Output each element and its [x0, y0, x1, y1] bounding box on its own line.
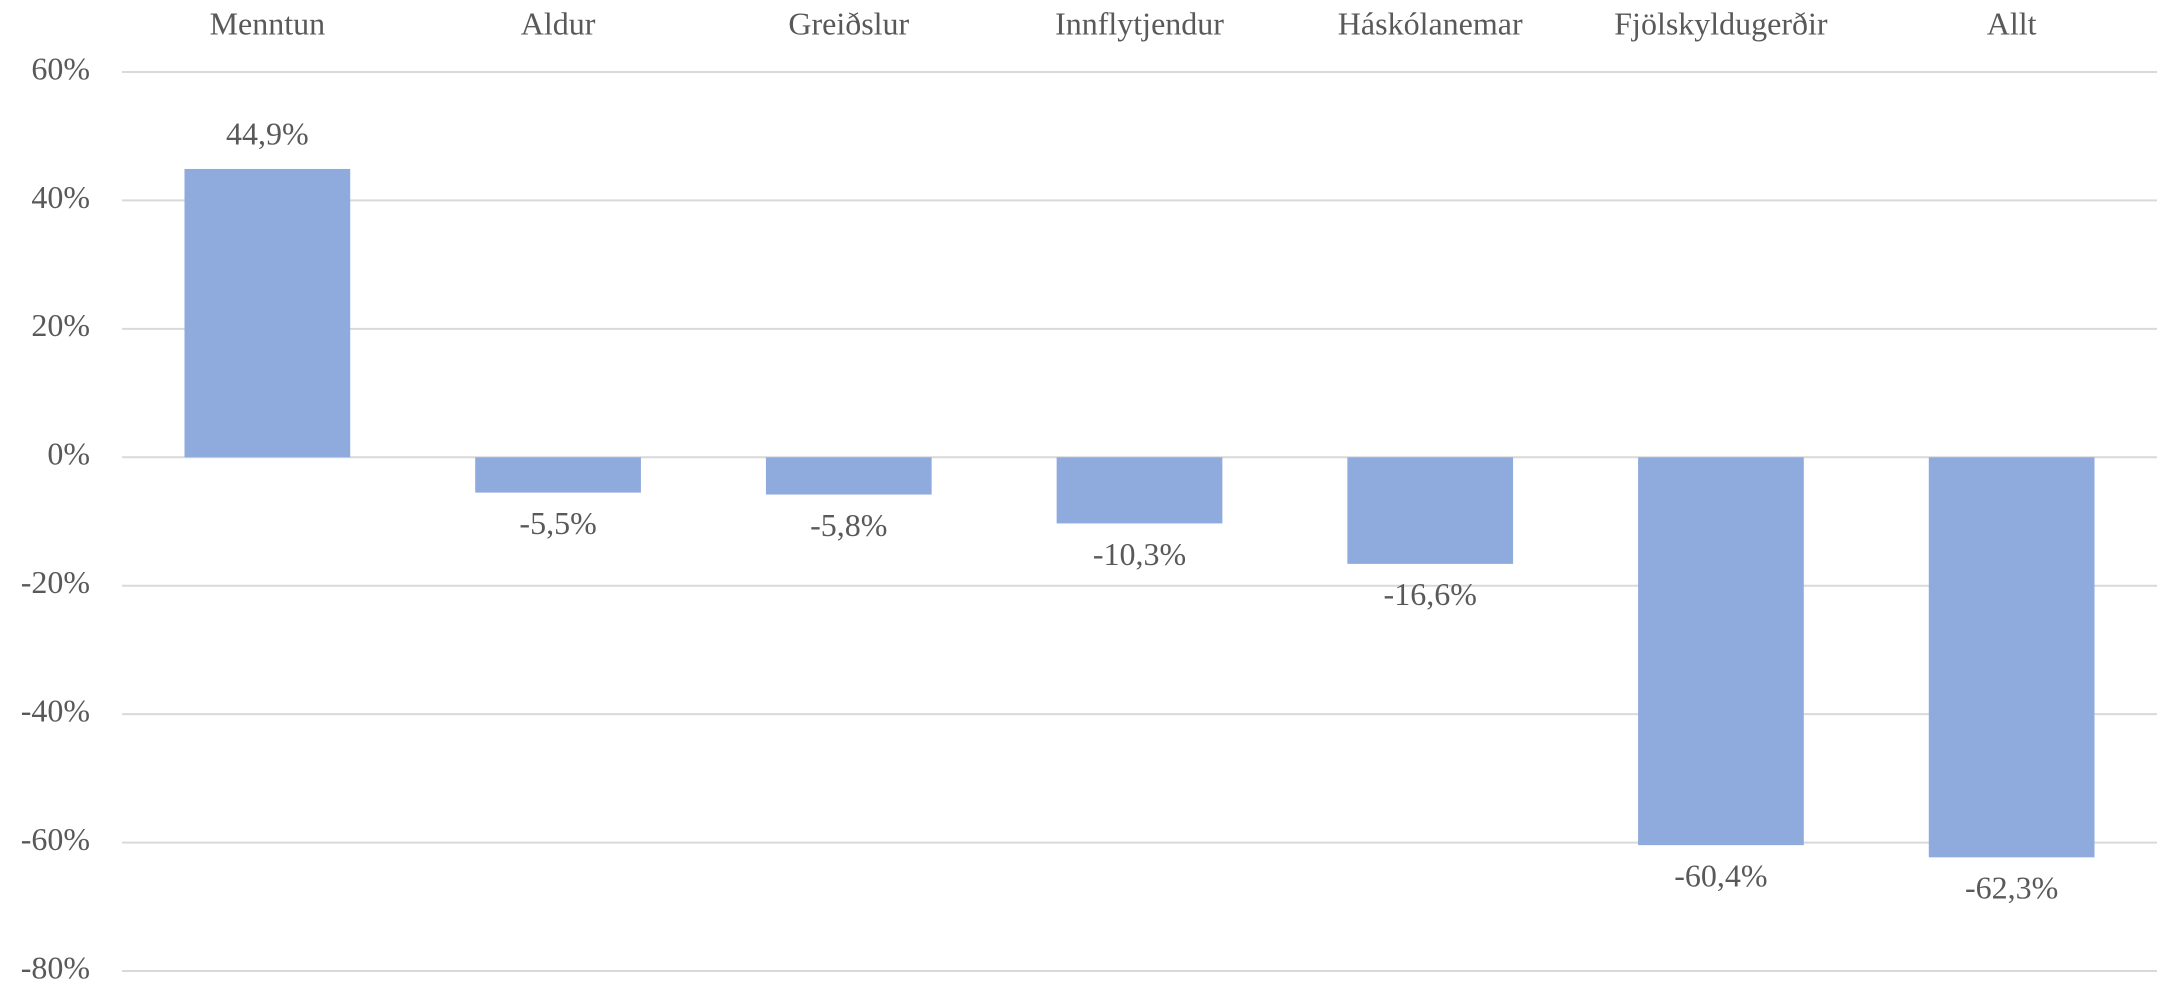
y-tick-label: -80% [21, 949, 90, 985]
y-tick-label: -20% [21, 564, 90, 600]
bar [475, 457, 641, 493]
data-label: -5,8% [810, 507, 887, 543]
y-tick-label: 60% [31, 50, 90, 86]
y-tick-label: 20% [31, 307, 90, 343]
category-label: Fjölskyldugerðir [1614, 5, 1828, 41]
bar [1638, 457, 1804, 846]
y-tick-label: -60% [21, 821, 90, 857]
bar [1056, 457, 1223, 524]
category-label: Háskólanemar [1338, 5, 1523, 41]
data-label: -10,3% [1093, 536, 1186, 572]
bar [1928, 457, 2095, 858]
data-label: 44,9% [226, 115, 309, 151]
category-label: Innflytjendur [1055, 5, 1224, 41]
bar [765, 457, 932, 495]
category-label: Allt [1987, 5, 2037, 41]
category-label: Greiðslur [788, 5, 909, 41]
data-label: -60,4% [1674, 857, 1767, 893]
y-tick-label: 40% [31, 179, 90, 215]
y-tick-label: -40% [21, 692, 90, 728]
category-label: Menntun [210, 5, 326, 41]
data-label: -5,5% [519, 505, 596, 541]
bar [184, 168, 351, 458]
data-label: -16,6% [1384, 576, 1477, 612]
data-label: -62,3% [1965, 870, 2058, 906]
category-label: Aldur [521, 5, 596, 41]
bar [1347, 457, 1514, 564]
y-tick-label: 0% [47, 436, 90, 472]
